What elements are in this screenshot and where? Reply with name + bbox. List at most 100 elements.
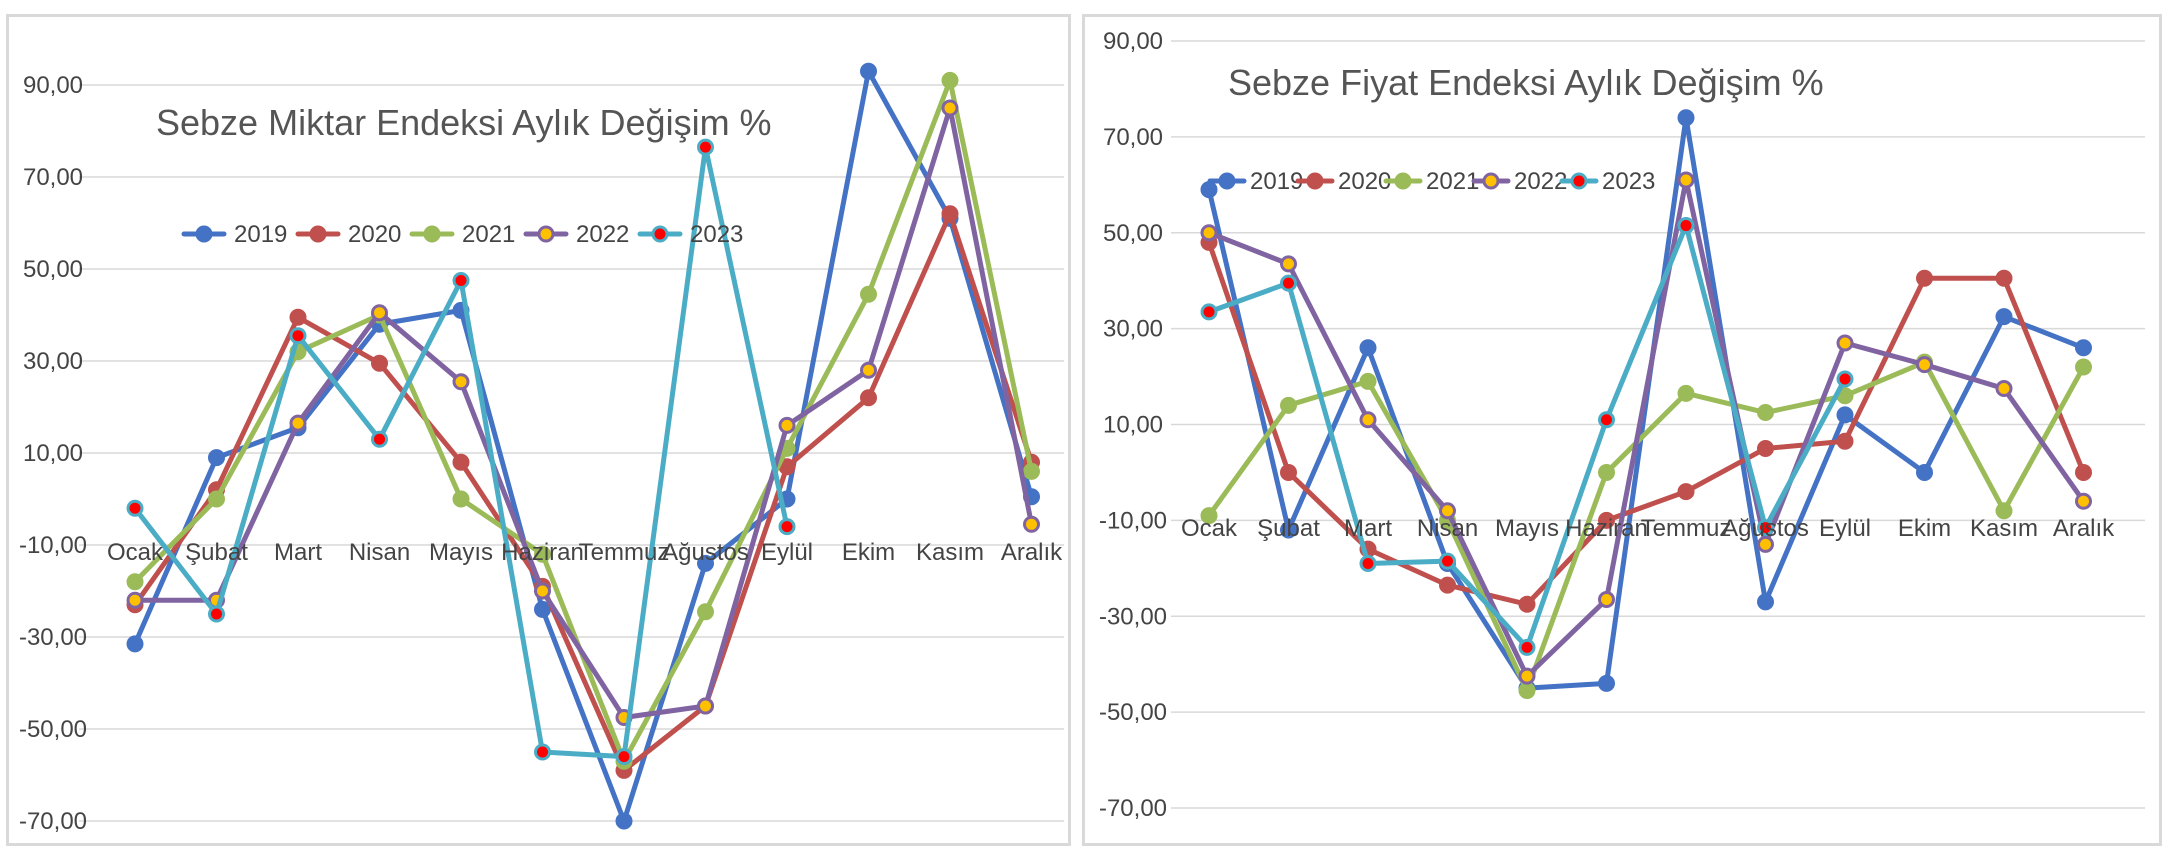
fiyat-category-label: Ağustos: [1722, 515, 1809, 542]
miktar-y-tick-label: 90,00: [23, 72, 83, 99]
miktar-legend-marker: [423, 225, 441, 243]
miktar-point-2019: [615, 812, 633, 830]
miktar-point-2023: [371, 430, 388, 448]
fiyat-legend-label: 2022: [1514, 168, 1567, 195]
fiyat-point-2020: [1518, 595, 1536, 613]
fiyat-point-2022: [1200, 224, 1218, 242]
miktar-point-2022: [289, 414, 307, 432]
miktar-y-tick-label: -50,00: [19, 716, 87, 743]
miktar-point-2022: [452, 373, 470, 391]
miktar-legend-marker: [309, 225, 327, 243]
miktar-point-2023: [126, 499, 144, 517]
fiyat-legend-label: 2020: [1338, 168, 1391, 195]
fiyat-point-2022: [1439, 502, 1456, 520]
miktar-point-2021: [941, 71, 959, 89]
fiyat-point-2023: [1757, 519, 1774, 537]
miktar-point-2023: [534, 743, 551, 761]
fiyat-point-2022: [1359, 411, 1377, 429]
miktar-point-2022: [534, 582, 551, 600]
fiyat-point-2023: [1280, 274, 1297, 292]
fiyat-legend-marker: [1570, 172, 1588, 190]
fiyat-point-2021: [1359, 372, 1377, 390]
fiyat-category-label: Nisan: [1417, 515, 1478, 542]
fiyat-point-2022: [2075, 492, 2092, 510]
fiyat-point-2019: [1359, 339, 1377, 357]
miktar-point-2021: [452, 490, 470, 508]
miktar-category-label: Ekim: [842, 539, 895, 566]
fiyat-point-2019: [1677, 109, 1695, 127]
fiyat-point-2020: [1836, 432, 1854, 450]
fiyat-y-tick-label: -10,00: [1099, 507, 1167, 534]
miktar-y-tick-label: -70,00: [19, 808, 87, 835]
fiyat-point-2019: [1916, 463, 1933, 481]
miktar-point-2022: [126, 591, 144, 609]
miktar-point-2020: [941, 205, 959, 223]
fiyat-y-tick-label: 50,00: [1103, 220, 1163, 247]
miktar-y-tick-label: 10,00: [23, 440, 83, 467]
miktar-point-2023: [289, 327, 307, 345]
miktar-point-2022: [697, 697, 714, 715]
fiyat-series-line-2022: [1206, 177, 2086, 679]
fiyat-point-2019: [1995, 308, 2013, 326]
miktar-point-2019: [208, 449, 225, 467]
miktar-y-tick-label: 50,00: [23, 256, 83, 283]
miktar-legend-label: 2021: [462, 221, 515, 248]
fiyat-category-label: Ocak: [1181, 515, 1238, 542]
fiyat-point-2020: [2075, 463, 2092, 481]
miktar-point-2021: [697, 603, 714, 621]
miktar-series-line-2019: [132, 68, 1034, 824]
fiyat-point-2023: [1200, 303, 1218, 321]
fiyat-point-2023: [1518, 638, 1536, 656]
miktar-point-2023: [208, 605, 225, 623]
fiyat-legend-marker: [1306, 172, 1324, 190]
fiyat-point-2023: [1439, 552, 1456, 570]
miktar-point-2023: [697, 138, 714, 156]
fiyat-y-tick-label: -70,00: [1099, 795, 1167, 822]
fiyat-point-2021: [1200, 507, 1218, 525]
fiyat-point-2020: [1677, 483, 1695, 501]
fiyat-point-2021: [1280, 396, 1297, 414]
fiyat-chart-panel: -70,00 -50,00 -30,00 -10,00 10,00 30,00 50,00 7…: [1082, 14, 2162, 846]
fiyat-point-2022: [1677, 171, 1695, 189]
fiyat-point-2019: [2075, 339, 2092, 357]
fiyat-point-2022: [1757, 535, 1774, 553]
fiyat-category-label: Ekim: [1898, 515, 1951, 542]
fiyat-category-label: Haziran: [1565, 515, 1648, 542]
fiyat-y-tick-label: 90,00: [1103, 28, 1163, 55]
fiyat-point-2023: [1598, 411, 1615, 429]
fiyat-legend-label: 2019: [1250, 168, 1303, 195]
miktar-category-label: Nisan: [349, 539, 410, 566]
miktar-point-2023: [452, 272, 470, 289]
fiyat-point-2023: [1677, 217, 1695, 235]
fiyat-series-line-2023: [1206, 223, 1848, 650]
fiyat-chart-title: Sebze Fiyat Endeksi Aylık Değişim %: [1228, 62, 1824, 103]
miktar-point-2020: [289, 308, 307, 326]
miktar-point-2020: [452, 453, 470, 471]
miktar-point-2020: [371, 354, 388, 372]
fiyat-legend-marker: [1218, 172, 1236, 190]
fiyat-category-label: Mart: [1344, 515, 1392, 542]
miktar-point-2021: [860, 285, 877, 303]
miktar-point-2022: [371, 304, 388, 322]
fiyat-category-label: Kasım: [1970, 515, 2038, 542]
fiyat-point-2020: [1995, 269, 2013, 287]
fiyat-point-2021: [1995, 502, 2013, 520]
fiyat-point-2019: [1757, 593, 1774, 611]
miktar-point-2022: [860, 361, 877, 379]
fiyat-point-2022: [1598, 590, 1615, 608]
fiyat-point-2021: [1518, 682, 1536, 700]
miktar-point-2022: [941, 99, 959, 117]
miktar-point-2021: [1023, 462, 1040, 480]
fiyat-series-line-2020: [1206, 239, 2086, 607]
miktar-point-2022: [1023, 515, 1040, 533]
miktar-series-line-2022: [132, 105, 1034, 720]
miktar-category-label: Mart: [274, 539, 322, 566]
miktar-category-label: Aralık: [1001, 539, 1063, 566]
fiyat-category-label: Temmuz: [1641, 515, 1732, 542]
fiyat-point-2021: [2075, 358, 2092, 376]
miktar-category-label: Mayıs: [429, 539, 493, 566]
miktar-category-label: Ocak: [107, 539, 164, 566]
miktar-y-tick-label: 30,00: [23, 348, 83, 375]
miktar-point-2021: [126, 573, 144, 591]
miktar-point-2021: [208, 490, 225, 508]
